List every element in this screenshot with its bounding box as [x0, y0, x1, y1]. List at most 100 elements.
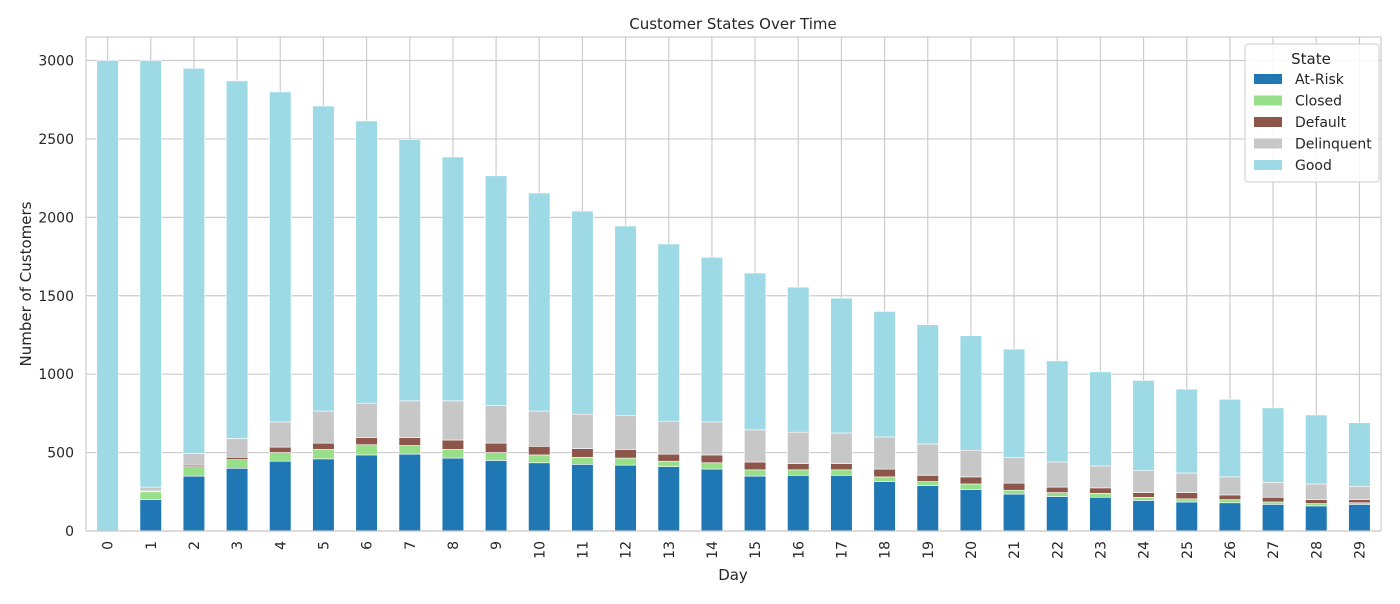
bar-segment-delinquent	[484, 405, 508, 444]
bar-segment-default	[787, 463, 810, 471]
plot-frame	[85, 36, 1382, 532]
bar-segment-good	[139, 60, 162, 488]
bar-segment-closed	[312, 449, 335, 460]
bar-segment-closed	[1132, 496, 1155, 501]
x-tick-label: 24	[1137, 541, 1153, 559]
bar-segment-default	[225, 456, 249, 460]
x-tick-label: 12	[619, 541, 635, 559]
bar-segment-at-risk	[312, 458, 335, 532]
bar-segment-closed	[873, 476, 896, 482]
bar-segment-delinquent	[1218, 476, 1242, 496]
x-tick-label: 10	[532, 541, 548, 559]
bar-segment-default	[269, 446, 292, 453]
bar-segment-delinquent	[269, 421, 292, 448]
bar-segment-good	[269, 91, 292, 423]
bar-segment-at-risk	[700, 468, 724, 532]
bar-segment-good	[614, 225, 637, 417]
bar-segment-delinquent	[657, 420, 680, 455]
legend-label: Closed	[1295, 94, 1342, 110]
legend-swatch	[1254, 95, 1282, 106]
bars-layer	[96, 60, 1371, 532]
bar-segment-at-risk	[484, 460, 508, 532]
bar-segment-delinquent	[182, 453, 206, 466]
bar-segment-default	[743, 461, 767, 471]
bar-segment-good	[571, 210, 594, 415]
x-tick-label: 4	[273, 541, 289, 550]
bar-segment-good	[1046, 360, 1069, 463]
bar-segment-good	[1132, 380, 1155, 471]
bar-segment-at-risk	[1218, 502, 1242, 532]
bar-segment-default	[355, 437, 378, 446]
bar-segment-default	[1261, 496, 1285, 503]
bar-segment-default	[528, 446, 551, 456]
bar-segment-default	[312, 442, 335, 450]
legend-swatch	[1254, 74, 1282, 84]
bar-segment-default	[1046, 486, 1069, 493]
x-tick-label: 18	[878, 541, 894, 559]
bar-segment-good	[182, 68, 206, 454]
bar-segment-delinquent	[830, 432, 853, 464]
legend-label: Default	[1295, 115, 1347, 131]
bar-segment-delinquent	[614, 415, 637, 450]
legend-items: At-Risk Closed Default Delinquent Good	[1254, 72, 1372, 174]
x-tick-label: 2	[187, 541, 203, 550]
x-tick-label: 17	[834, 541, 850, 559]
legend-label: At-Risk	[1295, 72, 1345, 88]
bar-segment-delinquent	[1002, 456, 1026, 484]
bar-segment-closed	[1002, 489, 1026, 495]
legend-title: State	[1291, 50, 1331, 68]
bar-segment-good	[441, 156, 465, 402]
bar-segment-closed	[657, 460, 680, 468]
bar-segment-good	[1089, 371, 1112, 467]
bar-segment-delinquent	[959, 449, 983, 478]
y-tick-label: 500	[47, 446, 74, 462]
x-tick-label: 16	[791, 541, 807, 559]
y-tick-label: 1000	[38, 367, 74, 383]
bar-segment-closed	[1175, 498, 1198, 503]
bar-segment-at-risk	[614, 464, 637, 532]
x-tick-label: 25	[1180, 541, 1196, 559]
x-tick-label: 29	[1352, 541, 1368, 559]
bar-segment-default	[1175, 492, 1198, 500]
bar-segment-at-risk	[1002, 493, 1026, 532]
x-tick-label: 13	[662, 541, 678, 559]
bar-segment-good	[1175, 388, 1198, 474]
bar-segment-good	[873, 311, 896, 438]
x-tick-label: 26	[1223, 541, 1239, 559]
bar-segment-at-risk	[1305, 505, 1328, 532]
bar-segment-closed	[398, 445, 421, 455]
bar-segment-default	[441, 439, 465, 450]
bar-segment-good	[1002, 348, 1026, 458]
y-tick-label: 3000	[38, 54, 74, 70]
bar-segment-at-risk	[1348, 504, 1371, 532]
bar-segment-delinquent	[139, 486, 162, 492]
bar-segment-delinquent	[700, 421, 724, 456]
y-tick-label: 2000	[38, 210, 74, 226]
bar-segment-good	[787, 286, 810, 433]
x-tick-label: 7	[403, 541, 419, 550]
bar-segment-closed	[441, 449, 465, 459]
bar-segment-closed	[269, 452, 292, 462]
bar-segment-default	[916, 475, 939, 482]
bar-segment-at-risk	[1175, 501, 1198, 532]
bar-segment-delinquent	[398, 400, 421, 438]
bar-segment-closed	[1305, 503, 1328, 507]
x-tick-label: 11	[575, 541, 591, 559]
bar-segment-good	[916, 324, 939, 445]
bar-segment-at-risk	[1089, 496, 1112, 532]
x-tick-label: 0	[101, 541, 117, 550]
x-tick-label: 15	[748, 541, 764, 559]
bar-segment-delinquent	[312, 410, 335, 444]
bar-segment-good	[312, 105, 335, 412]
bar-segment-delinquent	[743, 429, 767, 463]
bar-segment-closed	[1218, 499, 1242, 504]
bar-segment-at-risk	[528, 462, 551, 532]
bar-segment-delinquent	[1305, 483, 1328, 500]
bar-segment-good	[484, 175, 508, 406]
bar-segment-delinquent	[1132, 470, 1155, 493]
x-tick-label: 20	[964, 541, 980, 559]
bar-segment-delinquent	[441, 400, 465, 441]
bar-segment-closed	[1261, 501, 1285, 505]
bar-segment-good	[1348, 422, 1371, 487]
